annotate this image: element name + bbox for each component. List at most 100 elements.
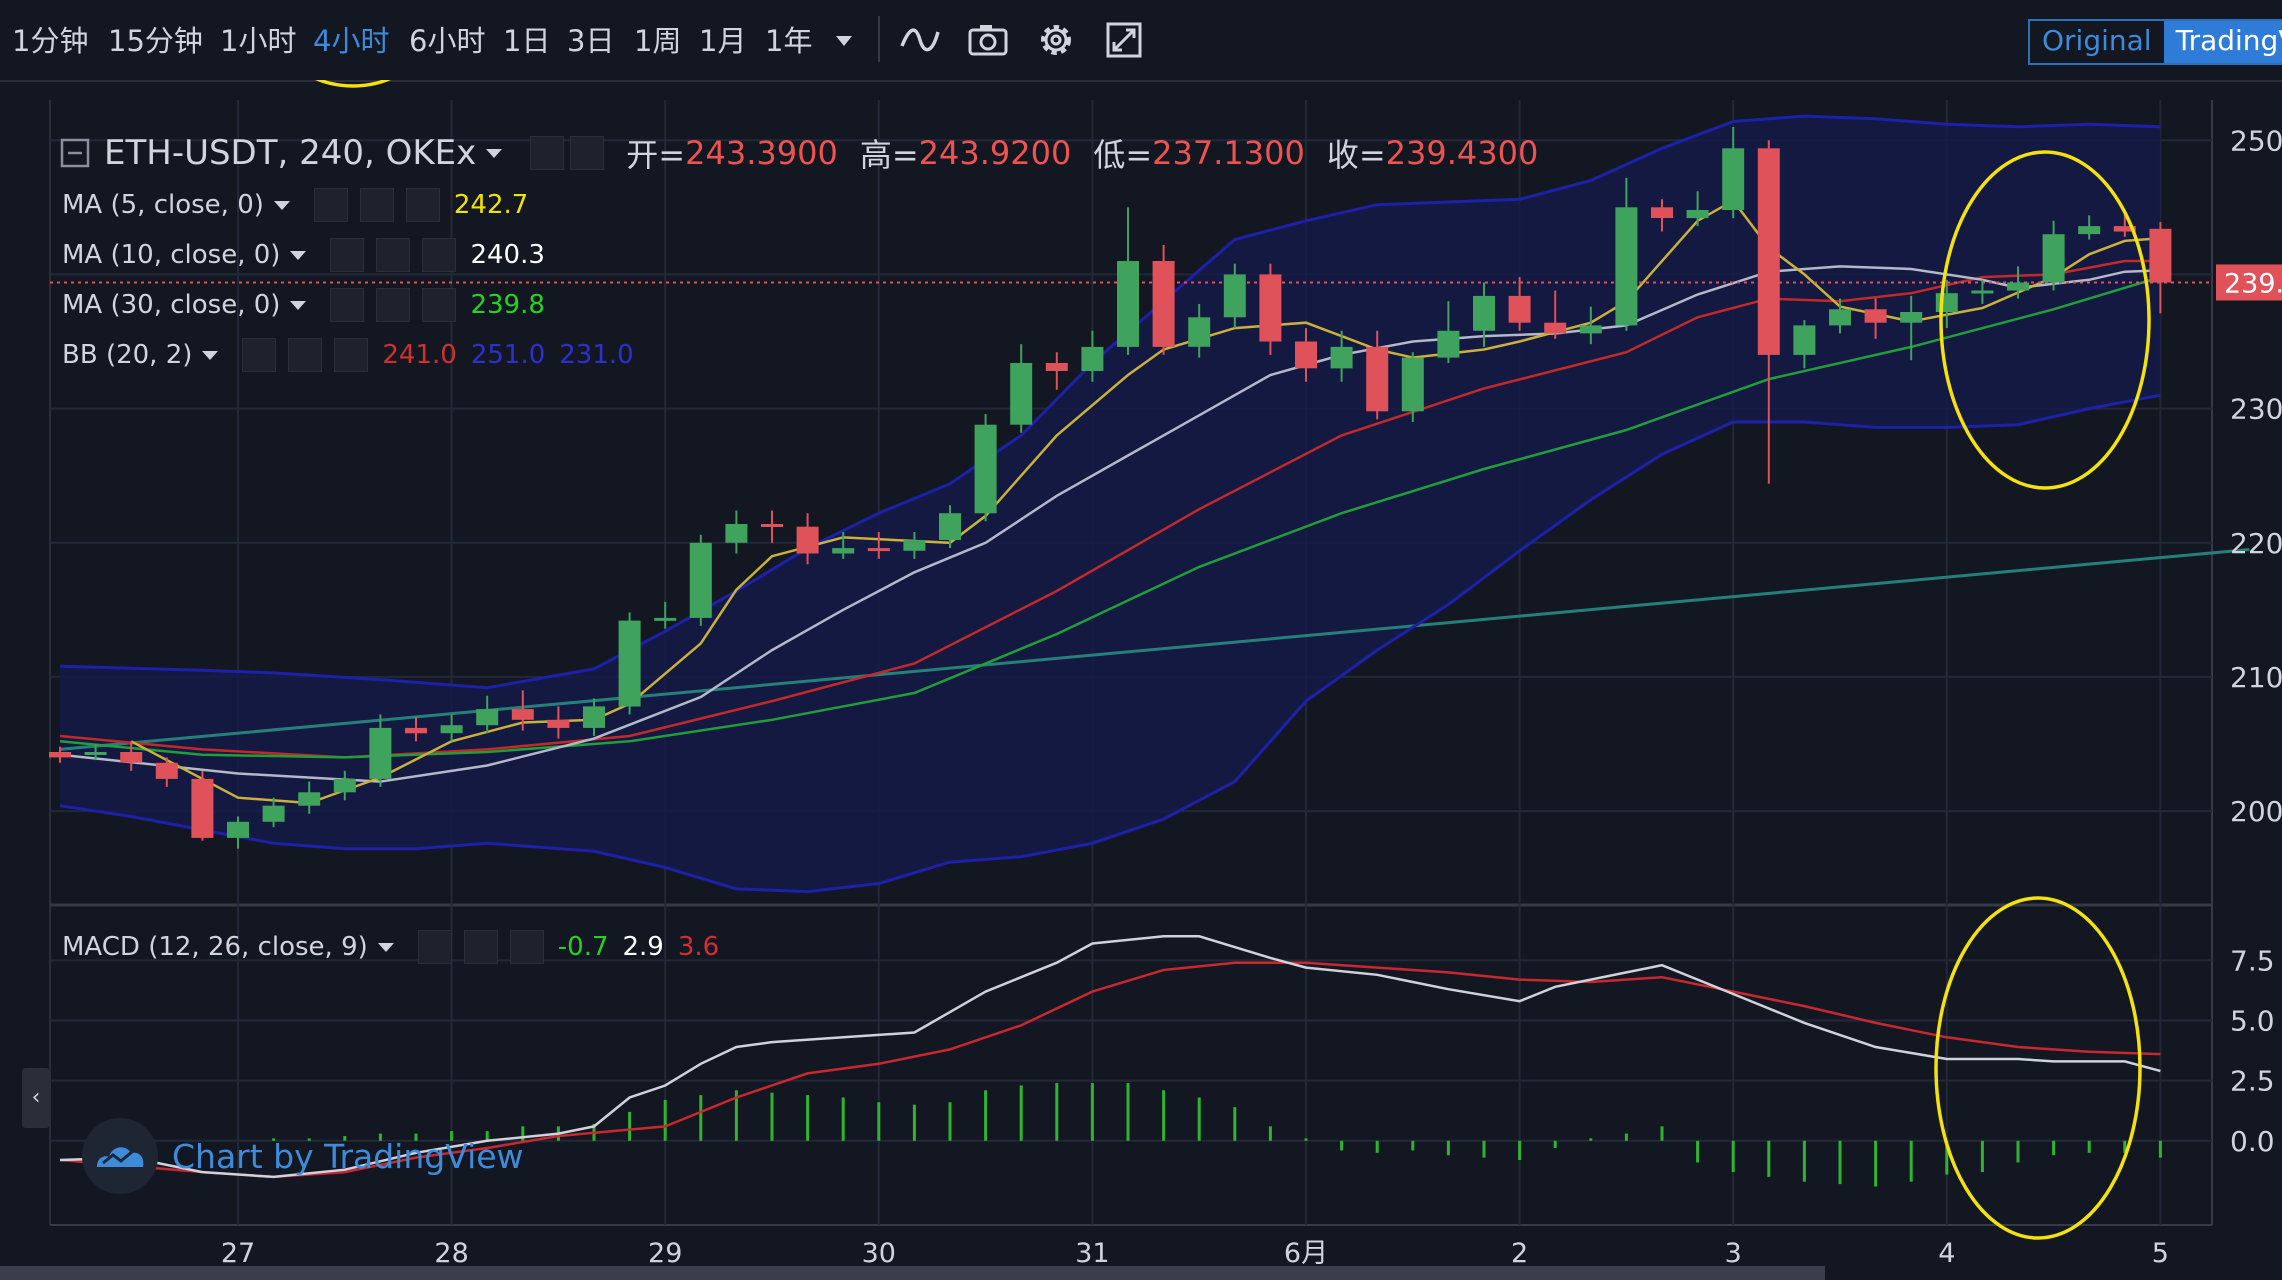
candle-body [1045, 363, 1068, 371]
candle-body [2113, 226, 2136, 232]
bb-lower-line [59, 393, 2161, 894]
annotation-ellipse-macd [1934, 896, 2142, 1240]
candle-body [1935, 293, 1958, 312]
x-tick-label: 28 [434, 1238, 468, 1266]
bb-upper-value: 251.0 [470, 340, 546, 370]
chevron-down-icon[interactable] [820, 14, 868, 66]
macd-label[interactable]: MACD (12, 26, close, 9) [62, 932, 368, 962]
fullscreen-icon[interactable] [1100, 14, 1148, 66]
annotation-ellipse-timeframe [315, 80, 391, 88]
ma30-value: 239.8 [470, 290, 545, 320]
last-price-label: 239.4 [2224, 268, 2282, 299]
gear-icon[interactable] [359, 188, 394, 222]
chevron-down-icon[interactable] [377, 942, 394, 952]
chevron-down-icon[interactable] [290, 250, 307, 260]
candle-body [1117, 261, 1139, 347]
close-icon[interactable] [334, 338, 369, 372]
gear-icon[interactable] [288, 338, 323, 372]
candle-body [1722, 148, 1745, 210]
macd-line [59, 935, 2161, 1179]
macd-y-tick-label: 0.0 [2230, 1125, 2275, 1158]
candle-body [654, 617, 677, 621]
chevron-down-icon[interactable] [202, 350, 219, 360]
trend-line [59, 548, 2250, 751]
candle-body [440, 725, 463, 734]
macd-y-tick-label: 7.5 [2230, 944, 2275, 977]
x-tick-label: 6月 [1284, 1238, 1328, 1266]
timeframe-6hour[interactable]: 6小时 [409, 24, 486, 58]
symbol-title[interactable]: ETH-USDT, 240, OKEx [104, 133, 477, 173]
ma10-label[interactable]: MA (10, close, 0) [62, 240, 281, 270]
mode-tradingview-button[interactable]: TradingView [2163, 21, 2282, 63]
candle-body [1188, 317, 1211, 347]
macd-hist-value: -0.7 [557, 932, 609, 962]
timeframe-4hour[interactable]: 4小时 [313, 24, 390, 58]
candle-body [120, 752, 143, 763]
side-panel-toggle[interactable]: ‹ [22, 1068, 50, 1128]
chevron-down-icon[interactable] [486, 148, 503, 158]
indicator-wave-icon[interactable] [896, 14, 944, 66]
gear-icon[interactable] [376, 238, 411, 272]
visibility-icon[interactable] [330, 288, 365, 322]
timeframe-3day[interactable]: 3日 [567, 24, 615, 58]
candle-body [1651, 207, 1673, 218]
visibility-icon[interactable] [242, 338, 277, 372]
ma5-value: 242.7 [453, 190, 529, 220]
timeframe-1week[interactable]: 1周 [634, 24, 682, 58]
gear-icon[interactable] [376, 288, 411, 322]
close-icon[interactable] [422, 288, 457, 322]
horizontal-scrollbar[interactable] [0, 1266, 1825, 1280]
timeframe-1day[interactable]: 1日 [503, 24, 551, 58]
gear-icon[interactable] [570, 136, 605, 170]
candle-body [227, 821, 249, 838]
toolbar-divider [878, 16, 880, 62]
candle-body [689, 542, 712, 618]
mode-original-button[interactable]: Original [2030, 21, 2164, 63]
last-price-tag [2216, 264, 2282, 301]
bb-label[interactable]: BB (20, 2) [62, 340, 193, 370]
visibility-icon[interactable] [417, 930, 452, 964]
ma30-label[interactable]: MA (30, close, 0) [62, 290, 281, 320]
macd-line-value: 2.9 [622, 932, 664, 962]
chevron-down-icon[interactable] [290, 300, 307, 310]
close-label: 收= [1326, 136, 1386, 174]
gear-icon[interactable] [1032, 14, 1080, 66]
view-mode-toggle: Original TradingView [2028, 19, 2282, 65]
candle-body [903, 540, 926, 551]
candle-body [1081, 346, 1104, 371]
chevron-down-icon[interactable] [273, 200, 290, 210]
y-tick-label: 210 [2230, 661, 2282, 694]
tradingview-watermark[interactable]: Chart by TradingView [82, 1118, 524, 1194]
close-icon[interactable] [422, 238, 457, 272]
macd-y-tick-label: 2.5 [2230, 1065, 2275, 1098]
timeframe-15min[interactable]: 15分钟 [108, 24, 203, 58]
x-tick-label: 29 [648, 1238, 682, 1266]
candle-body [867, 548, 890, 552]
y-tick-label: 220 [2230, 527, 2282, 560]
candle-body [262, 805, 285, 822]
candle-body [1971, 290, 1994, 294]
candle-body [2007, 282, 2029, 291]
visibility-icon[interactable] [313, 188, 348, 222]
timeframe-1min[interactable]: 1分钟 [12, 24, 89, 58]
candle-body [1544, 322, 1567, 334]
close-icon[interactable] [509, 930, 544, 964]
visibility-icon[interactable] [330, 238, 365, 272]
candle-body [725, 524, 748, 543]
ma5-label[interactable]: MA (5, close, 0) [62, 190, 264, 220]
candle-body [796, 526, 819, 554]
bb-upper-line [59, 114, 2161, 690]
camera-icon[interactable] [964, 14, 1012, 66]
close-icon[interactable] [405, 188, 440, 222]
chart-canvas[interactable]: 27 28 29 30 31 6月 2 3 4 5 200 210 220 230 250 0.0 2.5 5.0… [0, 80, 2282, 1266]
open-label: 开= [626, 136, 686, 174]
timeframe-1hour[interactable]: 1小时 [220, 24, 297, 58]
timeframe-1year[interactable]: 1年 [765, 24, 813, 58]
collapse-legend-icon[interactable] [60, 138, 90, 168]
gear-icon[interactable] [463, 930, 498, 964]
candle-body [832, 548, 855, 554]
y-tick-label: 230 [2230, 393, 2282, 426]
candle-body [405, 727, 427, 734]
visibility-icon[interactable] [530, 136, 565, 170]
timeframe-1month[interactable]: 1月 [699, 24, 747, 58]
